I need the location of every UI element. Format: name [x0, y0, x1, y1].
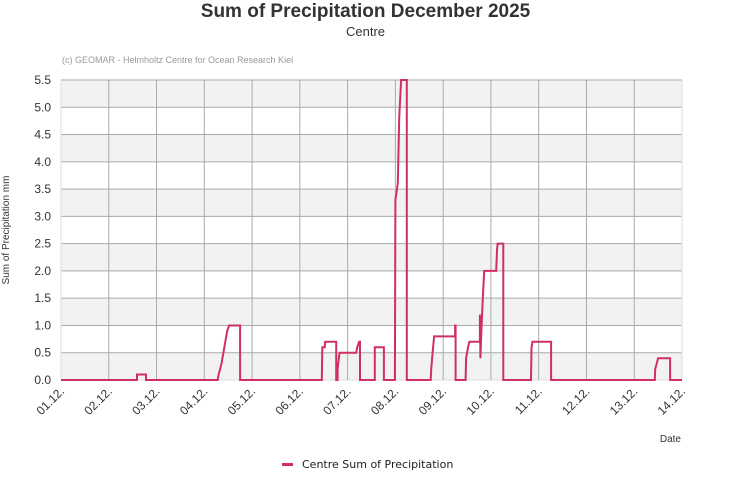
x-tick-label: 02.12. [81, 384, 114, 417]
x-tick-label: 07.12. [320, 384, 353, 417]
legend-label: Centre Sum of Precipitation [302, 458, 454, 471]
y-tick-label: 0.5 [34, 346, 51, 360]
plot-band [61, 80, 682, 108]
x-axis-label: Date [660, 434, 682, 445]
y-tick-label: 5.5 [34, 73, 51, 87]
y-tick-label: 5.0 [34, 100, 51, 114]
plot-band [61, 243, 682, 271]
x-tick-label: 13.12. [607, 384, 640, 417]
series-path[interactable] [61, 79, 682, 381]
x-tick-label: 14.12. [655, 384, 688, 417]
y-tick-label: 1.0 [34, 318, 51, 332]
y-tick-label: 3.5 [34, 182, 51, 196]
chart-title: Sum of Precipitation December 2025 [200, 1, 531, 22]
y-tick-label: 3.0 [34, 209, 51, 223]
x-tick-label: 06.12. [272, 384, 305, 417]
legend-item[interactable]: Centre Sum of Precipitation [282, 458, 453, 471]
x-tick-label: 12.12. [559, 384, 592, 417]
x-tick-label: 10.12. [464, 384, 497, 417]
plot-band [61, 298, 682, 326]
x-tick-label: 05.12. [225, 384, 258, 417]
y-tick-label: 0.0 [34, 373, 51, 387]
plot-band [61, 352, 682, 380]
y-tick-label: 2.0 [34, 264, 51, 278]
x-tick-label: 09.12. [416, 384, 449, 417]
x-tick-label: 08.12. [368, 384, 401, 417]
chart-subtitle: Centre [345, 24, 386, 39]
x-axis-ticks: 01.12. 02.12. 03.12. 04.12. 05.12. 06.12. 07.1… [34, 384, 688, 417]
plot-bands [61, 80, 682, 380]
y-axis-ticks: 0.0 0.5 1.0 1.5 2.0 2.5 3.0 3.5 4.0 4.5 5.0 5.5 [34, 73, 51, 387]
y-tick-label: 4.5 [34, 128, 51, 142]
x-tick-label: 01.12. [34, 384, 67, 417]
x-tick-label: 11.12. [512, 384, 545, 417]
y-tick-label: 1.5 [34, 291, 51, 305]
gridlines [60, 79, 683, 381]
y-axis-label: Sum of Precipitation mm [1, 176, 12, 285]
y-tick-label: 4.0 [34, 155, 51, 169]
chart-credit: (c) GEOMAR - Helmholtz Centre for Ocean … [62, 55, 294, 65]
legend-swatch [282, 463, 293, 466]
y-tick-label: 2.5 [34, 237, 51, 251]
x-tick-label: 03.12. [129, 384, 162, 417]
x-tick-label: 04.12. [177, 384, 210, 417]
plot-band [61, 189, 682, 217]
series-line[interactable] [61, 79, 682, 381]
plot-band [61, 134, 682, 162]
